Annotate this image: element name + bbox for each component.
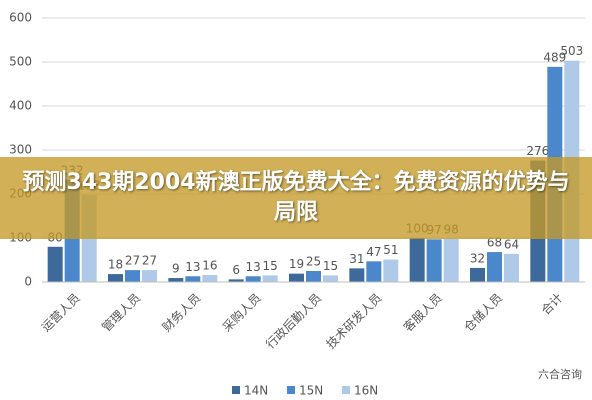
bar: [125, 270, 140, 282]
bar: [470, 267, 485, 282]
legend-label: 16N: [354, 384, 378, 398]
bar: [366, 261, 382, 282]
legend-label: 14N: [244, 384, 268, 398]
bar: [47, 246, 63, 282]
bar: [168, 278, 184, 282]
legend-swatch: [342, 386, 350, 394]
banner-title: 预测343期2004新澳正版免费大全：免费资源的优势与局限: [22, 170, 570, 225]
value-label: 19: [289, 257, 304, 271]
legend-label: 15N: [299, 384, 323, 398]
bar: [426, 239, 442, 282]
bar: [409, 238, 425, 282]
x-tick-label: 采购人员: [219, 290, 264, 335]
bar: [487, 252, 502, 282]
x-tick-label: 运营人员: [39, 291, 83, 335]
banner: 预测343期2004新澳正版免费大全：免费资源的优势与局限: [0, 157, 592, 239]
value-label: 68: [487, 236, 502, 250]
value-label: 15: [323, 259, 338, 273]
bar: [443, 238, 459, 282]
value-label: 25: [306, 255, 321, 269]
x-tick-label: 合计: [538, 290, 566, 318]
watermark: 六合咨询: [538, 368, 582, 381]
value-label: 15: [263, 259, 278, 273]
bar: [108, 274, 123, 282]
bar: [202, 274, 218, 282]
value-label: 27: [125, 254, 140, 268]
x-tick-label: 行政后勤人员: [263, 291, 324, 352]
legend-swatch: [287, 386, 295, 394]
y-tick-label: 600: [9, 11, 32, 25]
value-label: 13: [185, 260, 200, 274]
value-label: 9: [172, 262, 180, 276]
value-label: 51: [383, 243, 398, 257]
value-label: 18: [108, 258, 123, 272]
x-tick-label: 技术研发人员: [323, 290, 385, 352]
value-label: 276: [526, 144, 549, 158]
x-tick-label: 客服人员: [400, 290, 445, 335]
bar: [289, 273, 304, 282]
bar: [349, 268, 365, 282]
bar: [383, 259, 399, 282]
value-label: 16: [202, 258, 217, 272]
value-label: 13: [246, 260, 261, 274]
bar: [262, 275, 278, 282]
value-label: 6: [232, 263, 240, 277]
y-tick-label: 300: [9, 143, 32, 157]
x-tick-label: 财务人员: [159, 290, 204, 335]
y-tick-label: 500: [9, 55, 32, 69]
bar: [228, 279, 244, 282]
value-label: 27: [142, 254, 157, 268]
bar: [306, 271, 321, 282]
value-label: 31: [349, 252, 364, 266]
bar: [245, 276, 261, 282]
bar: [142, 270, 157, 282]
bar: [323, 275, 338, 282]
y-tick-label: 400: [9, 99, 32, 113]
x-tick-label: 仓储人员: [461, 290, 506, 335]
value-label: 503: [560, 44, 583, 58]
bar: [504, 253, 519, 282]
value-label: 47: [366, 245, 381, 259]
y-tick-label: 0: [24, 275, 32, 289]
bar: [185, 276, 201, 282]
x-tick-label: 管理人员: [99, 290, 144, 335]
value-label: 32: [470, 251, 485, 265]
legend-swatch: [232, 386, 240, 394]
value-label: 64: [504, 237, 519, 251]
value-label: 489: [543, 50, 566, 64]
